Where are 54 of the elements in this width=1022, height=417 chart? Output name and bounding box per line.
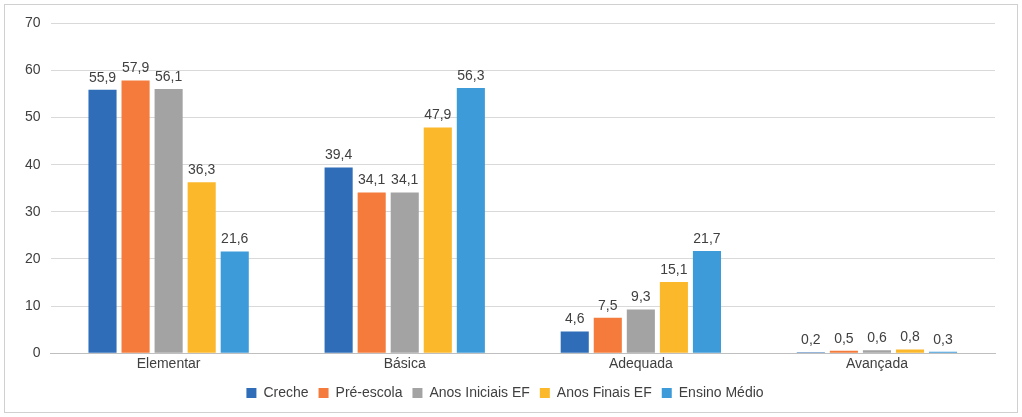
y-tick-label: 20 [24,249,41,266]
y-tick-label: 60 [24,61,41,78]
data-label: 56,1 [155,67,183,84]
bar [593,317,622,353]
bar [187,182,216,353]
data-label: 15,1 [660,260,688,277]
legend-label: Anos Iniciais EF [429,383,530,400]
data-label: 34,1 [391,171,419,188]
bar [862,350,891,353]
y-tick-label: 30 [24,202,41,219]
x-tick-label: Avançada [845,355,909,372]
x-tick-label: Básica [383,355,426,372]
data-label: 47,9 [424,106,452,123]
bar [357,192,386,353]
data-label: 55,9 [88,68,117,85]
bar [88,89,117,353]
legend-label: Ensino Médio [678,383,764,400]
data-label: 21,6 [221,230,249,247]
data-label: 0,8 [900,328,920,345]
data-label: 4,6 [565,310,585,327]
x-tick-label: Elementar [136,355,201,372]
x-tick-label: Adequada [608,355,673,372]
data-label: 7,5 [598,296,618,313]
data-label: 56,3 [457,66,485,83]
bar [390,192,419,353]
data-label: 34,1 [358,171,386,188]
bar [324,167,353,353]
legend-label: Pré-escola [335,383,403,400]
y-tick-label: 40 [24,155,41,172]
y-tick-label: 50 [24,108,41,125]
bar [456,87,485,353]
bar [220,251,249,353]
bar [895,349,925,353]
bar [423,127,452,353]
bar [626,309,655,353]
y-tick-label: 10 [24,296,41,313]
y-tick-label: 0 [32,344,41,361]
legend-label: Creche [263,383,309,400]
bar [154,88,183,353]
bar [121,80,150,353]
bar [560,331,589,353]
data-label: 0,3 [933,330,953,347]
y-tick-label: 70 [24,14,41,31]
legend-label: Anos Finais EF [556,383,652,400]
data-label: 57,9 [121,59,150,76]
data-label: 0,2 [801,331,821,348]
data-label: 0,6 [867,329,887,346]
data-label: 39,4 [325,146,353,163]
bar [692,250,721,353]
data-label: 0,5 [834,329,854,346]
bar [659,282,688,353]
data-label: 36,3 [188,161,216,178]
data-label: 9,3 [631,288,651,305]
data-label: 21,7 [693,229,721,246]
